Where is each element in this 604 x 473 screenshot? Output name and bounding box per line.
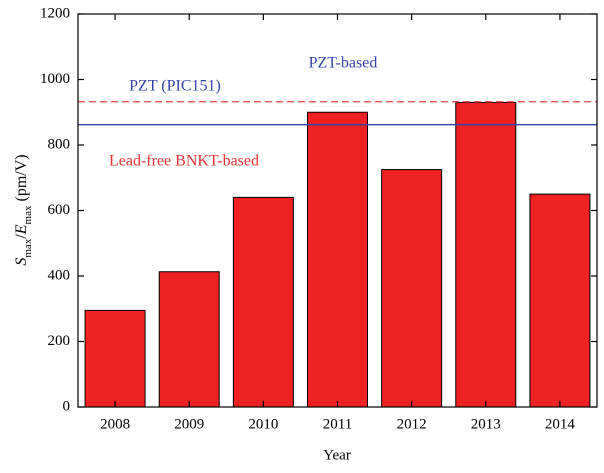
x-axis-label: Year: [323, 447, 351, 463]
y-tick-label: 1200: [40, 5, 70, 21]
y-label-part: (pm/V): [13, 154, 30, 205]
y-tick-label: 400: [48, 267, 71, 283]
y-label-part: S: [13, 258, 30, 266]
annotation: PZT-based: [309, 55, 378, 72]
annotation: Lead-free BNKT-based: [109, 153, 259, 170]
y-label-part: E: [13, 224, 30, 235]
y-tick-label: 800: [48, 136, 71, 152]
y-tick-label: 200: [48, 333, 71, 349]
x-tick-label: 2008: [100, 416, 130, 432]
annotation: PZT (PIC151): [129, 78, 221, 95]
x-tick-label: 2011: [323, 416, 352, 432]
y-label-part: max: [22, 205, 34, 224]
bar: [455, 101, 517, 408]
plot-frame: [77, 13, 598, 408]
bar: [84, 309, 146, 408]
y-label-part: /: [13, 234, 30, 239]
y-tick-label: 600: [48, 202, 71, 218]
y-tick-label: 0: [63, 398, 71, 414]
bar: [307, 111, 368, 408]
bar: [381, 169, 443, 408]
bar: [529, 193, 591, 408]
y-label-part: max: [22, 238, 34, 257]
x-tick-label: 2014: [545, 416, 576, 432]
x-tick-label: 2009: [174, 416, 204, 432]
x-tick-label: 2012: [397, 416, 427, 432]
y-axis-label: Smax/Emax (pm/V): [13, 154, 34, 265]
x-tick-label: 2013: [471, 416, 501, 432]
bar: [158, 271, 220, 408]
x-tick-label: 2010: [248, 416, 278, 432]
bar: [232, 196, 294, 408]
y-tick-label: 1000: [40, 71, 70, 87]
